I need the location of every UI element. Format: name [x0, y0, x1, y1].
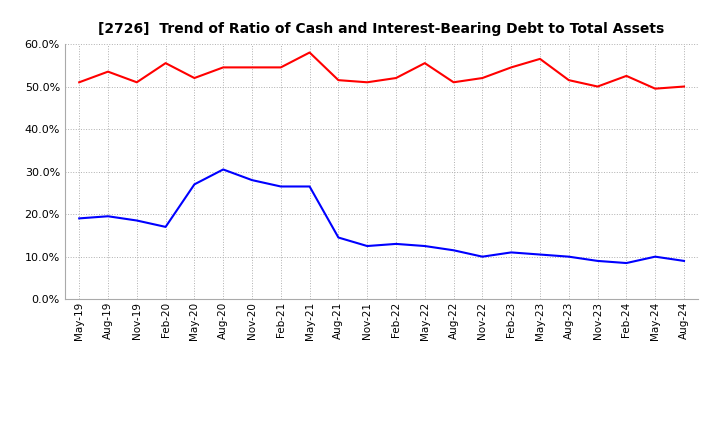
Interest-Bearing Debt	[593, 258, 602, 264]
Interest-Bearing Debt	[564, 254, 573, 259]
Cash	[248, 65, 256, 70]
Cash	[478, 75, 487, 81]
Interest-Bearing Debt	[392, 241, 400, 246]
Interest-Bearing Debt	[651, 254, 660, 259]
Cash	[449, 80, 458, 85]
Cash	[622, 73, 631, 78]
Cash	[132, 80, 141, 85]
Interest-Bearing Debt	[190, 182, 199, 187]
Cash	[334, 77, 343, 83]
Interest-Bearing Debt	[132, 218, 141, 223]
Interest-Bearing Debt	[536, 252, 544, 257]
Interest-Bearing Debt	[478, 254, 487, 259]
Cash	[507, 65, 516, 70]
Cash	[651, 86, 660, 92]
Cash	[305, 50, 314, 55]
Cash	[104, 69, 112, 74]
Cash	[161, 60, 170, 66]
Interest-Bearing Debt	[622, 260, 631, 266]
Interest-Bearing Debt	[276, 184, 285, 189]
Cash	[75, 80, 84, 85]
Interest-Bearing Debt	[363, 243, 372, 249]
Interest-Bearing Debt	[449, 248, 458, 253]
Interest-Bearing Debt	[219, 167, 228, 172]
Cash	[680, 84, 688, 89]
Interest-Bearing Debt	[680, 258, 688, 264]
Cash	[392, 75, 400, 81]
Interest-Bearing Debt	[104, 214, 112, 219]
Line: Interest-Bearing Debt: Interest-Bearing Debt	[79, 169, 684, 263]
Cash	[420, 60, 429, 66]
Line: Cash: Cash	[79, 52, 684, 89]
Cash	[564, 77, 573, 83]
Cash	[190, 75, 199, 81]
Title: [2726]  Trend of Ratio of Cash and Interest-Bearing Debt to Total Assets: [2726] Trend of Ratio of Cash and Intere…	[99, 22, 665, 36]
Cash	[363, 80, 372, 85]
Cash	[276, 65, 285, 70]
Legend: Cash, Interest-Bearing Debt: Cash, Interest-Bearing Debt	[243, 438, 520, 440]
Interest-Bearing Debt	[507, 250, 516, 255]
Cash	[536, 56, 544, 62]
Interest-Bearing Debt	[334, 235, 343, 240]
Cash	[593, 84, 602, 89]
Interest-Bearing Debt	[161, 224, 170, 230]
Cash	[219, 65, 228, 70]
Interest-Bearing Debt	[248, 177, 256, 183]
Interest-Bearing Debt	[305, 184, 314, 189]
Interest-Bearing Debt	[75, 216, 84, 221]
Interest-Bearing Debt	[420, 243, 429, 249]
